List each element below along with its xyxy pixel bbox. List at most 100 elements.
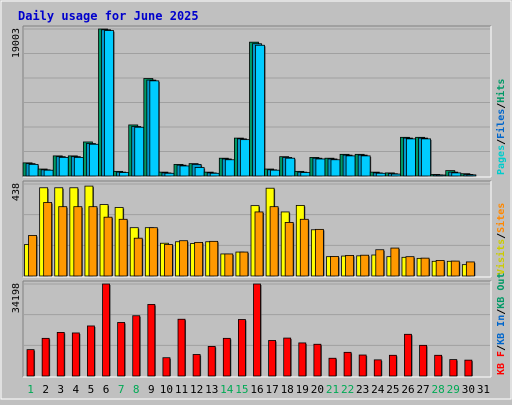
bar-pages-day-2 xyxy=(44,170,53,176)
bar-pages-day-9 xyxy=(150,81,159,176)
bar-pages-day-3 xyxy=(59,157,68,176)
x-tick-label-day-7: 7 xyxy=(118,383,125,396)
bar-sites-day-3 xyxy=(59,207,67,276)
bar-sites-day-20 xyxy=(315,229,323,276)
legend-entry: Files xyxy=(495,109,507,139)
bar-kb-f-day-12 xyxy=(193,354,200,376)
bar-kb-f-day-9 xyxy=(148,304,155,376)
bar-sites-day-12 xyxy=(195,242,203,276)
bar-kb-f-day-6 xyxy=(103,284,110,376)
x-tick-label-day-24: 24 xyxy=(371,383,385,396)
x-tick-label-day-18: 18 xyxy=(281,383,294,396)
x-tick-label-day-21: 21 xyxy=(326,383,339,396)
bar-pages-day-20 xyxy=(316,159,325,176)
x-tick-label-day-5: 5 xyxy=(88,383,95,396)
legend-entry: Pages xyxy=(496,145,507,175)
legend-entry: KB F xyxy=(496,351,507,375)
bar-kb-f-day-21 xyxy=(329,358,336,376)
bar-pages-day-6 xyxy=(105,31,114,176)
bar-pages-day-18 xyxy=(286,158,295,176)
bar-kb-f-day-13 xyxy=(208,346,215,376)
bar-kb-f-day-15 xyxy=(238,320,245,376)
x-tick-label-day-22: 22 xyxy=(341,383,354,396)
bar-pages-day-29 xyxy=(452,173,461,176)
panel-max-label: 438 xyxy=(11,183,22,201)
bar-sites-day-10 xyxy=(164,244,172,276)
bar-kb-f-day-27 xyxy=(420,345,427,376)
bar-sites-day-28 xyxy=(436,260,444,276)
bar-pages-day-16 xyxy=(256,45,265,176)
x-tick-label-day-27: 27 xyxy=(416,383,429,396)
x-tick-label-day-31: 31 xyxy=(477,383,490,396)
x-tick-label-day-29: 29 xyxy=(447,383,460,396)
x-tick-label-day-12: 12 xyxy=(190,383,203,396)
bar-kb-f-day-28 xyxy=(435,355,442,376)
panel-max-label: 19003 xyxy=(11,28,22,58)
x-tick-label-day-16: 16 xyxy=(250,383,263,396)
bar-sites-day-2 xyxy=(44,202,52,276)
bar-kb-f-day-30 xyxy=(465,360,472,376)
bar-kb-f-day-26 xyxy=(404,334,411,376)
x-tick-label-day-19: 19 xyxy=(296,383,309,396)
x-tick-label-day-20: 20 xyxy=(311,383,324,396)
x-tick-label-day-11: 11 xyxy=(175,383,188,396)
x-tick-label-day-15: 15 xyxy=(235,383,248,396)
bar-pages-day-19 xyxy=(301,173,310,176)
x-tick-label-day-10: 10 xyxy=(160,383,173,396)
bar-kb-f-day-22 xyxy=(344,352,351,376)
legend-entry: Sites xyxy=(495,203,507,233)
bar-pages-day-23 xyxy=(361,156,370,176)
x-tick-label-day-23: 23 xyxy=(356,383,369,396)
x-tick-label-day-3: 3 xyxy=(57,383,64,396)
bar-sites-day-11 xyxy=(180,241,188,276)
bar-kb-f-day-17 xyxy=(269,340,276,376)
x-tick-label-day-30: 30 xyxy=(462,383,475,396)
bar-sites-day-27 xyxy=(421,258,429,276)
bar-pages-day-8 xyxy=(135,127,144,176)
bar-sites-day-1 xyxy=(29,235,37,276)
bar-kb-f-day-8 xyxy=(133,316,140,376)
bar-pages-day-13 xyxy=(210,173,219,176)
bar-sites-day-18 xyxy=(285,222,293,276)
bar-kb-f-day-10 xyxy=(163,358,170,376)
bar-kb-f-day-20 xyxy=(314,344,321,376)
x-tick-label-day-17: 17 xyxy=(265,383,278,396)
bar-kb-f-day-2 xyxy=(42,338,49,376)
x-tick-label-day-28: 28 xyxy=(432,383,445,396)
legend-entry: Hits xyxy=(495,79,507,103)
bar-kb-f-day-19 xyxy=(299,343,306,376)
bar-sites-day-7 xyxy=(119,219,127,276)
bar-pages-day-17 xyxy=(271,170,280,176)
bar-kb-f-day-25 xyxy=(389,355,396,376)
bar-sites-day-21 xyxy=(330,256,338,276)
bar-pages-day-7 xyxy=(120,173,129,176)
bar-sites-day-29 xyxy=(451,261,459,276)
bar-kb-f-day-29 xyxy=(450,360,457,376)
bar-kb-f-day-18 xyxy=(284,338,291,376)
bar-pages-day-10 xyxy=(165,173,174,176)
bar-pages-day-11 xyxy=(180,166,189,176)
bar-pages-day-4 xyxy=(74,157,83,176)
bar-sites-day-4 xyxy=(74,207,82,276)
bar-sites-day-9 xyxy=(149,228,157,276)
bar-sites-day-30 xyxy=(466,262,474,276)
panel-legend: Pages/Files/Hits xyxy=(495,79,507,175)
x-tick-label-day-8: 8 xyxy=(133,383,140,396)
bar-sites-day-13 xyxy=(210,241,218,276)
bar-sites-day-15 xyxy=(240,252,248,276)
x-tick-label-day-14: 14 xyxy=(220,383,234,396)
bar-sites-day-6 xyxy=(104,217,112,276)
bar-kb-f-day-23 xyxy=(359,355,366,376)
bar-kb-f-day-3 xyxy=(57,332,64,376)
bar-kb-f-day-5 xyxy=(87,326,94,376)
bar-kb-f-day-16 xyxy=(254,284,261,376)
x-tick-label-day-25: 25 xyxy=(386,383,399,396)
bar-kb-f-day-14 xyxy=(223,338,230,376)
bar-pages-day-27 xyxy=(422,139,431,176)
bar-sites-day-17 xyxy=(270,207,278,276)
panel-max-label: 34198 xyxy=(11,283,22,313)
